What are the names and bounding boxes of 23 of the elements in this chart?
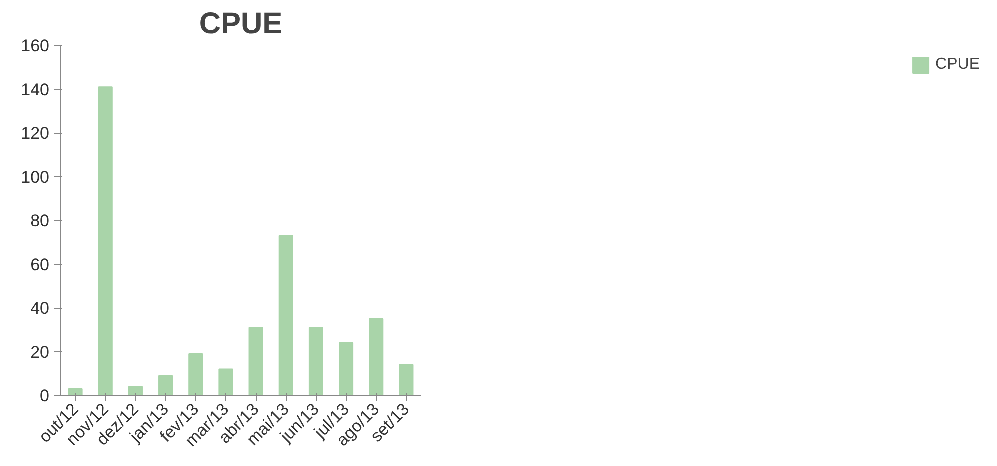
bar (158, 375, 174, 396)
bar (399, 364, 414, 396)
y-tick-label: 160 (21, 36, 50, 56)
bar (248, 327, 264, 396)
chart-title: CPUE (199, 8, 283, 40)
bar (278, 235, 294, 396)
y-tick-label: 60 (30, 255, 50, 274)
bar (68, 388, 83, 396)
y-tick-label: 80 (30, 212, 50, 230)
bar (308, 327, 324, 396)
y-tick-label: 0 (40, 386, 50, 406)
y-tick-label: 100 (21, 168, 50, 187)
bar (369, 318, 384, 396)
bar (98, 86, 113, 396)
bar (339, 342, 354, 396)
bar (218, 368, 234, 396)
bar (188, 353, 204, 396)
y-tick-label: 20 (30, 342, 50, 362)
y-tick-label: 120 (21, 124, 50, 143)
bar (128, 386, 143, 396)
y-tick-label: 140 (21, 80, 50, 100)
legend-label: CPUE (936, 56, 980, 74)
y-tick-label: 40 (30, 299, 50, 318)
